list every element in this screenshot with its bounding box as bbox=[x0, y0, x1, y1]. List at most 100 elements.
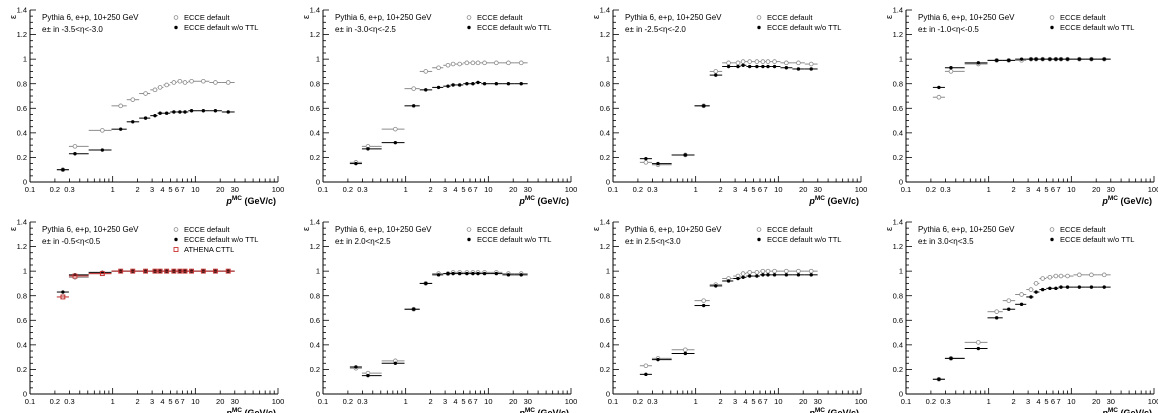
x-tick-label: 0.1 bbox=[25, 397, 35, 406]
legend-marker bbox=[466, 15, 472, 20]
x-tick-label: 3 bbox=[1026, 397, 1030, 406]
data-point bbox=[177, 78, 183, 84]
data-point bbox=[1033, 281, 1039, 286]
x-tick-label: 2 bbox=[428, 185, 432, 194]
data-point bbox=[61, 168, 65, 172]
series-1 bbox=[932, 272, 1111, 382]
y-tick-label: 0.4 bbox=[600, 340, 610, 349]
chart-title: Pythia 6, e+p, 10+250 GeV bbox=[918, 225, 1015, 234]
chart-subtitle: e± in 2.0<η<2.5 bbox=[335, 237, 391, 246]
y-tick-label: 0.8 bbox=[600, 291, 610, 300]
series-3 bbox=[56, 268, 235, 300]
data-point bbox=[714, 284, 718, 288]
x-axis-label-main: p bbox=[808, 196, 815, 206]
data-point bbox=[765, 268, 771, 274]
y-tick-label: 0.8 bbox=[310, 79, 320, 88]
data-point bbox=[784, 268, 789, 274]
x-tick-label: 6 bbox=[175, 397, 179, 406]
legend-marker bbox=[173, 15, 179, 20]
data-point bbox=[171, 268, 177, 274]
y-tick-label: 0.2 bbox=[893, 365, 903, 374]
data-point bbox=[1059, 57, 1063, 61]
data-point bbox=[701, 303, 706, 308]
chart-title: Pythia 6, e+p, 10+250 GeV bbox=[335, 13, 432, 22]
data-point bbox=[1048, 286, 1052, 291]
x-tick-label: 20 bbox=[799, 397, 807, 406]
data-point bbox=[201, 109, 206, 113]
data-point bbox=[936, 94, 942, 100]
data-point bbox=[1102, 57, 1106, 61]
x-tick-label: 3 bbox=[443, 397, 447, 406]
y-tick-label: 0 bbox=[606, 178, 610, 187]
data-point bbox=[189, 268, 195, 274]
data-point bbox=[1019, 292, 1024, 297]
x-axis-label-main: p bbox=[1101, 408, 1108, 413]
data-point bbox=[1040, 287, 1045, 292]
x-tick-label: 0.3 bbox=[647, 397, 657, 406]
series-1 bbox=[932, 56, 1111, 100]
data-point bbox=[201, 78, 206, 84]
legend-marker bbox=[756, 227, 762, 232]
data-point bbox=[714, 73, 718, 77]
y-tick-label: 1 bbox=[899, 267, 903, 276]
data-point bbox=[470, 60, 476, 66]
data-point bbox=[1029, 57, 1033, 61]
x-tick-label: 0.2 bbox=[50, 397, 60, 406]
x-tick-label: 6 bbox=[758, 397, 762, 406]
data-point bbox=[213, 80, 218, 85]
legend-marker bbox=[174, 25, 178, 30]
x-axis-label-sup: MC bbox=[525, 195, 535, 202]
y-tick-label: 0.4 bbox=[600, 128, 610, 137]
data-point bbox=[765, 59, 771, 64]
chart-title: Pythia 6, e+p, 10+250 GeV bbox=[42, 13, 139, 22]
x-tick-label: 3 bbox=[443, 185, 447, 194]
y-tick-label: 0.8 bbox=[17, 291, 27, 300]
x-tick-label: 20 bbox=[1092, 397, 1100, 406]
x-axis-label-sup: MC bbox=[525, 407, 535, 413]
x-tick-label: 1 bbox=[694, 185, 698, 194]
series-2 bbox=[639, 273, 818, 377]
x-tick-label: 4 bbox=[453, 397, 457, 406]
x-tick-label: 0.2 bbox=[343, 185, 353, 194]
x-tick-label: 100 bbox=[565, 397, 578, 406]
y-tick-label: 0 bbox=[606, 390, 610, 399]
chart-subtitle: e± in -0.5<η<0.5 bbox=[42, 237, 101, 246]
x-axis-label: pMC (GeV/c) bbox=[225, 195, 276, 206]
data-point bbox=[1028, 287, 1034, 292]
series-1 bbox=[639, 268, 818, 369]
data-point bbox=[772, 64, 777, 69]
data-point bbox=[683, 153, 688, 157]
x-tick-label: 100 bbox=[1148, 397, 1158, 406]
data-point bbox=[494, 82, 499, 86]
y-tick-label: 1 bbox=[23, 55, 27, 64]
y-axis-label: ε bbox=[591, 15, 601, 19]
data-point bbox=[506, 82, 511, 86]
legend-marker bbox=[757, 237, 761, 242]
y-tick-label: 0.2 bbox=[17, 153, 27, 162]
x-axis-label: pMC (GeV/c) bbox=[225, 407, 276, 413]
x-tick-label: 10 bbox=[1067, 397, 1075, 406]
legend-marker bbox=[1050, 237, 1054, 242]
data-point bbox=[784, 273, 789, 277]
data-point bbox=[158, 111, 162, 115]
data-point bbox=[1089, 57, 1094, 61]
data-point bbox=[519, 273, 523, 277]
data-point bbox=[747, 64, 752, 69]
data-point bbox=[60, 294, 66, 300]
data-point bbox=[518, 60, 524, 66]
data-point bbox=[436, 65, 441, 71]
legend-entry: ECCE default w/o TTL bbox=[184, 23, 258, 32]
data-point bbox=[118, 268, 124, 274]
data-point bbox=[766, 64, 770, 69]
data-point bbox=[178, 110, 182, 114]
x-tick-label: 5 bbox=[168, 397, 172, 406]
legend-marker bbox=[467, 237, 471, 242]
data-point bbox=[1089, 272, 1094, 278]
y-axis-label: ε bbox=[301, 15, 311, 19]
chart-panel-1: 0.1 0.2 0.3 1 2 3 4 5 6 7 10 20 30 100 0 0.2 0.4 0.6 0.8 1 1… bbox=[8, 6, 284, 206]
data-point bbox=[1101, 272, 1107, 278]
y-tick-label: 1.4 bbox=[310, 6, 320, 15]
x-tick-label: 0.1 bbox=[318, 397, 328, 406]
x-axis-label-unit: (GeV/c) bbox=[825, 408, 859, 413]
x-axis-label-main: p bbox=[225, 196, 232, 206]
